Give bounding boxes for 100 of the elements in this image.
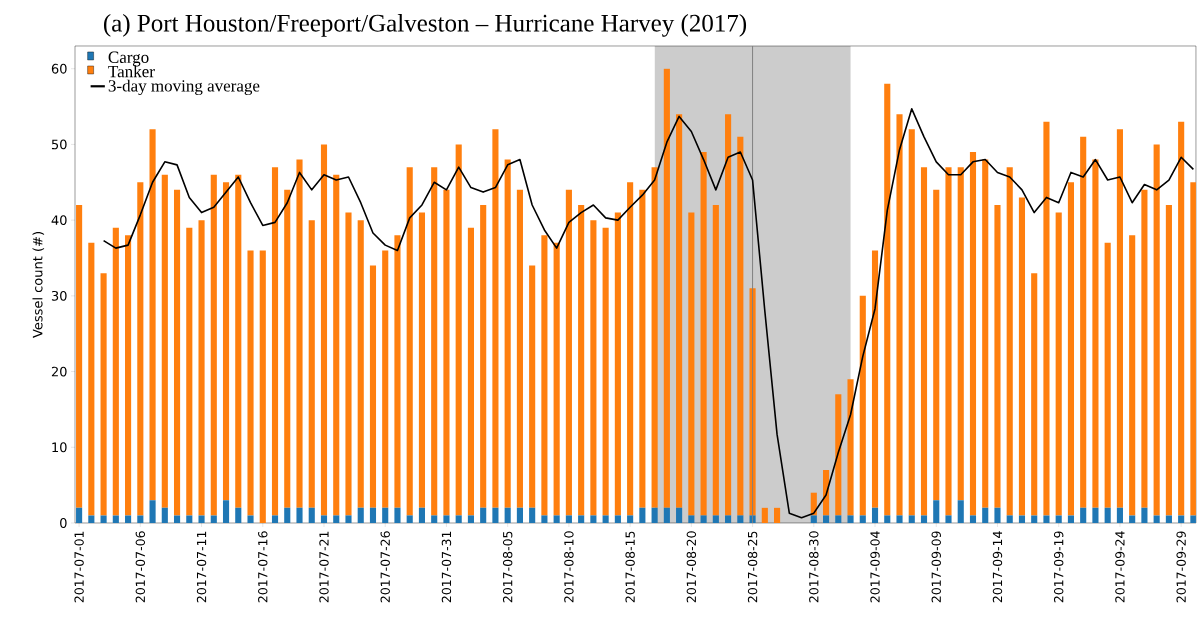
bar	[333, 174, 340, 516]
bar	[761, 507, 768, 523]
bar	[700, 515, 707, 523]
x-tick-label: 2017-09-24	[1115, 531, 1125, 603]
x-tick-label: 2017-09-29	[1176, 531, 1186, 603]
bar	[1178, 515, 1185, 523]
bar	[1165, 515, 1172, 523]
bar	[320, 144, 328, 516]
bar	[1104, 507, 1111, 523]
bar	[1092, 159, 1099, 508]
bar	[847, 515, 854, 523]
bar	[529, 507, 536, 523]
bar	[1116, 129, 1123, 508]
bar	[651, 167, 658, 508]
bar	[271, 515, 279, 523]
y-tick-label: 20	[51, 366, 67, 377]
bar	[1018, 197, 1026, 516]
bar	[222, 500, 230, 523]
bar	[822, 515, 830, 523]
bar	[688, 515, 695, 523]
bar	[835, 394, 842, 516]
bar	[198, 220, 205, 516]
bar	[553, 515, 560, 523]
bar	[1153, 515, 1160, 523]
bar	[676, 507, 683, 523]
bar	[455, 515, 462, 523]
bar	[565, 189, 572, 516]
chart-title: (a) Port Houston/Freeport/Galveston – Hurricane Harvey (2017)	[103, 14, 747, 37]
bar	[345, 212, 352, 516]
bar	[578, 204, 585, 516]
bar	[394, 507, 401, 523]
bar	[614, 212, 621, 516]
x-tick-label: 2017-07-06	[135, 531, 146, 603]
bar	[296, 159, 303, 508]
bar	[455, 144, 462, 516]
bar	[210, 515, 217, 523]
bar	[908, 129, 915, 516]
bar	[480, 204, 487, 508]
bar	[1067, 515, 1075, 523]
bar	[700, 151, 707, 516]
bar	[1141, 507, 1148, 523]
bar	[774, 507, 781, 523]
bar	[908, 515, 915, 523]
bar	[676, 114, 683, 508]
bar	[369, 265, 377, 508]
bar	[896, 114, 903, 516]
y-tick-label: 60	[51, 63, 67, 74]
bar	[186, 227, 193, 516]
bar	[516, 189, 523, 508]
bar	[957, 167, 964, 501]
bar	[149, 500, 156, 523]
bar	[504, 159, 511, 508]
bar	[186, 515, 193, 523]
x-tick-label: 2017-07-01	[74, 531, 84, 603]
bar	[431, 167, 438, 516]
bar	[1055, 212, 1062, 516]
y-tick-label: 10	[52, 442, 67, 453]
bar	[504, 507, 511, 523]
bar	[247, 250, 254, 516]
bar	[492, 129, 499, 508]
y-axis-title: Vessel count (#)	[32, 232, 45, 338]
bar	[369, 507, 377, 523]
bar	[847, 379, 854, 516]
bar	[1055, 515, 1062, 523]
bar	[1165, 204, 1172, 516]
bar	[357, 507, 364, 523]
x-tick-label: 2017-08-30	[809, 531, 819, 603]
bar	[137, 182, 144, 516]
bar	[112, 227, 119, 516]
bar	[382, 250, 389, 508]
bar	[639, 189, 646, 508]
bar	[969, 151, 977, 516]
bar	[345, 515, 352, 523]
bar	[284, 189, 291, 508]
bar	[1129, 235, 1136, 516]
bar	[333, 515, 340, 523]
x-tick-label: 2017-07-11	[196, 531, 207, 603]
bar	[933, 500, 940, 523]
bar	[1190, 515, 1196, 523]
bar	[308, 507, 315, 523]
bar	[1080, 136, 1087, 508]
bar	[737, 515, 744, 523]
bar	[1018, 515, 1026, 523]
bar	[296, 507, 303, 523]
x-tick-label: 2017-09-04	[870, 531, 880, 603]
bar	[235, 174, 242, 508]
bar	[541, 235, 548, 516]
bar	[1006, 515, 1013, 523]
bar	[382, 507, 389, 523]
bar	[614, 515, 621, 523]
bar	[418, 507, 426, 523]
legend-label: Cargo	[108, 51, 149, 67]
bar	[651, 507, 658, 523]
bar	[1006, 167, 1013, 516]
bar	[1129, 515, 1136, 523]
bar	[480, 507, 487, 523]
bar	[1104, 242, 1111, 508]
bar	[394, 235, 401, 508]
bar	[712, 204, 719, 516]
bar	[994, 507, 1001, 523]
